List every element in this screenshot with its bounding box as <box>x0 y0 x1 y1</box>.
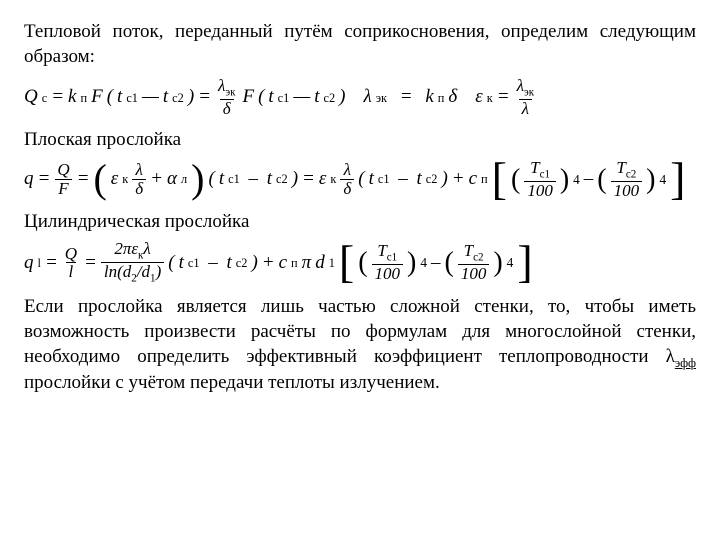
intro-paragraph: Тепловой поток, переданный путём соприко… <box>24 20 696 69</box>
formula-flat: q= Q F = ( εк λ δ + αл ) (tс1 – tс2) = ε… <box>24 159 696 200</box>
formula-cyl: ql = Q l = 2πεкλ ln(d2/d1) (tс1 – tс2) +… <box>24 240 696 285</box>
lambda-ek-def: λэк = kпδ <box>364 85 458 110</box>
qc-part1: Qс = kп F (tс1 — tс2) = λэк δ F (tс1 — t… <box>24 77 346 118</box>
frac-Q-F: Q F <box>54 161 72 198</box>
cyl-heading: Цилиндрическая прослойка <box>24 210 696 235</box>
eps-k-def: εк = λэк λ <box>475 77 537 118</box>
formula-qc: Qс = kп F (tс1 — tс2) = λэк δ F (tс1 — t… <box>24 77 696 118</box>
frac-lam-ek-delta: λэк δ <box>215 77 238 118</box>
outro-paragraph: Если прослойка является лишь частью слож… <box>24 295 696 395</box>
frac-2piek-ln: 2πεкλ ln(d2/d1) <box>101 240 164 285</box>
frac-lamek-lam: λэк λ <box>514 77 537 118</box>
frac-Q-l: Q l <box>62 245 80 282</box>
flat-heading: Плоская прослойка <box>24 128 696 153</box>
